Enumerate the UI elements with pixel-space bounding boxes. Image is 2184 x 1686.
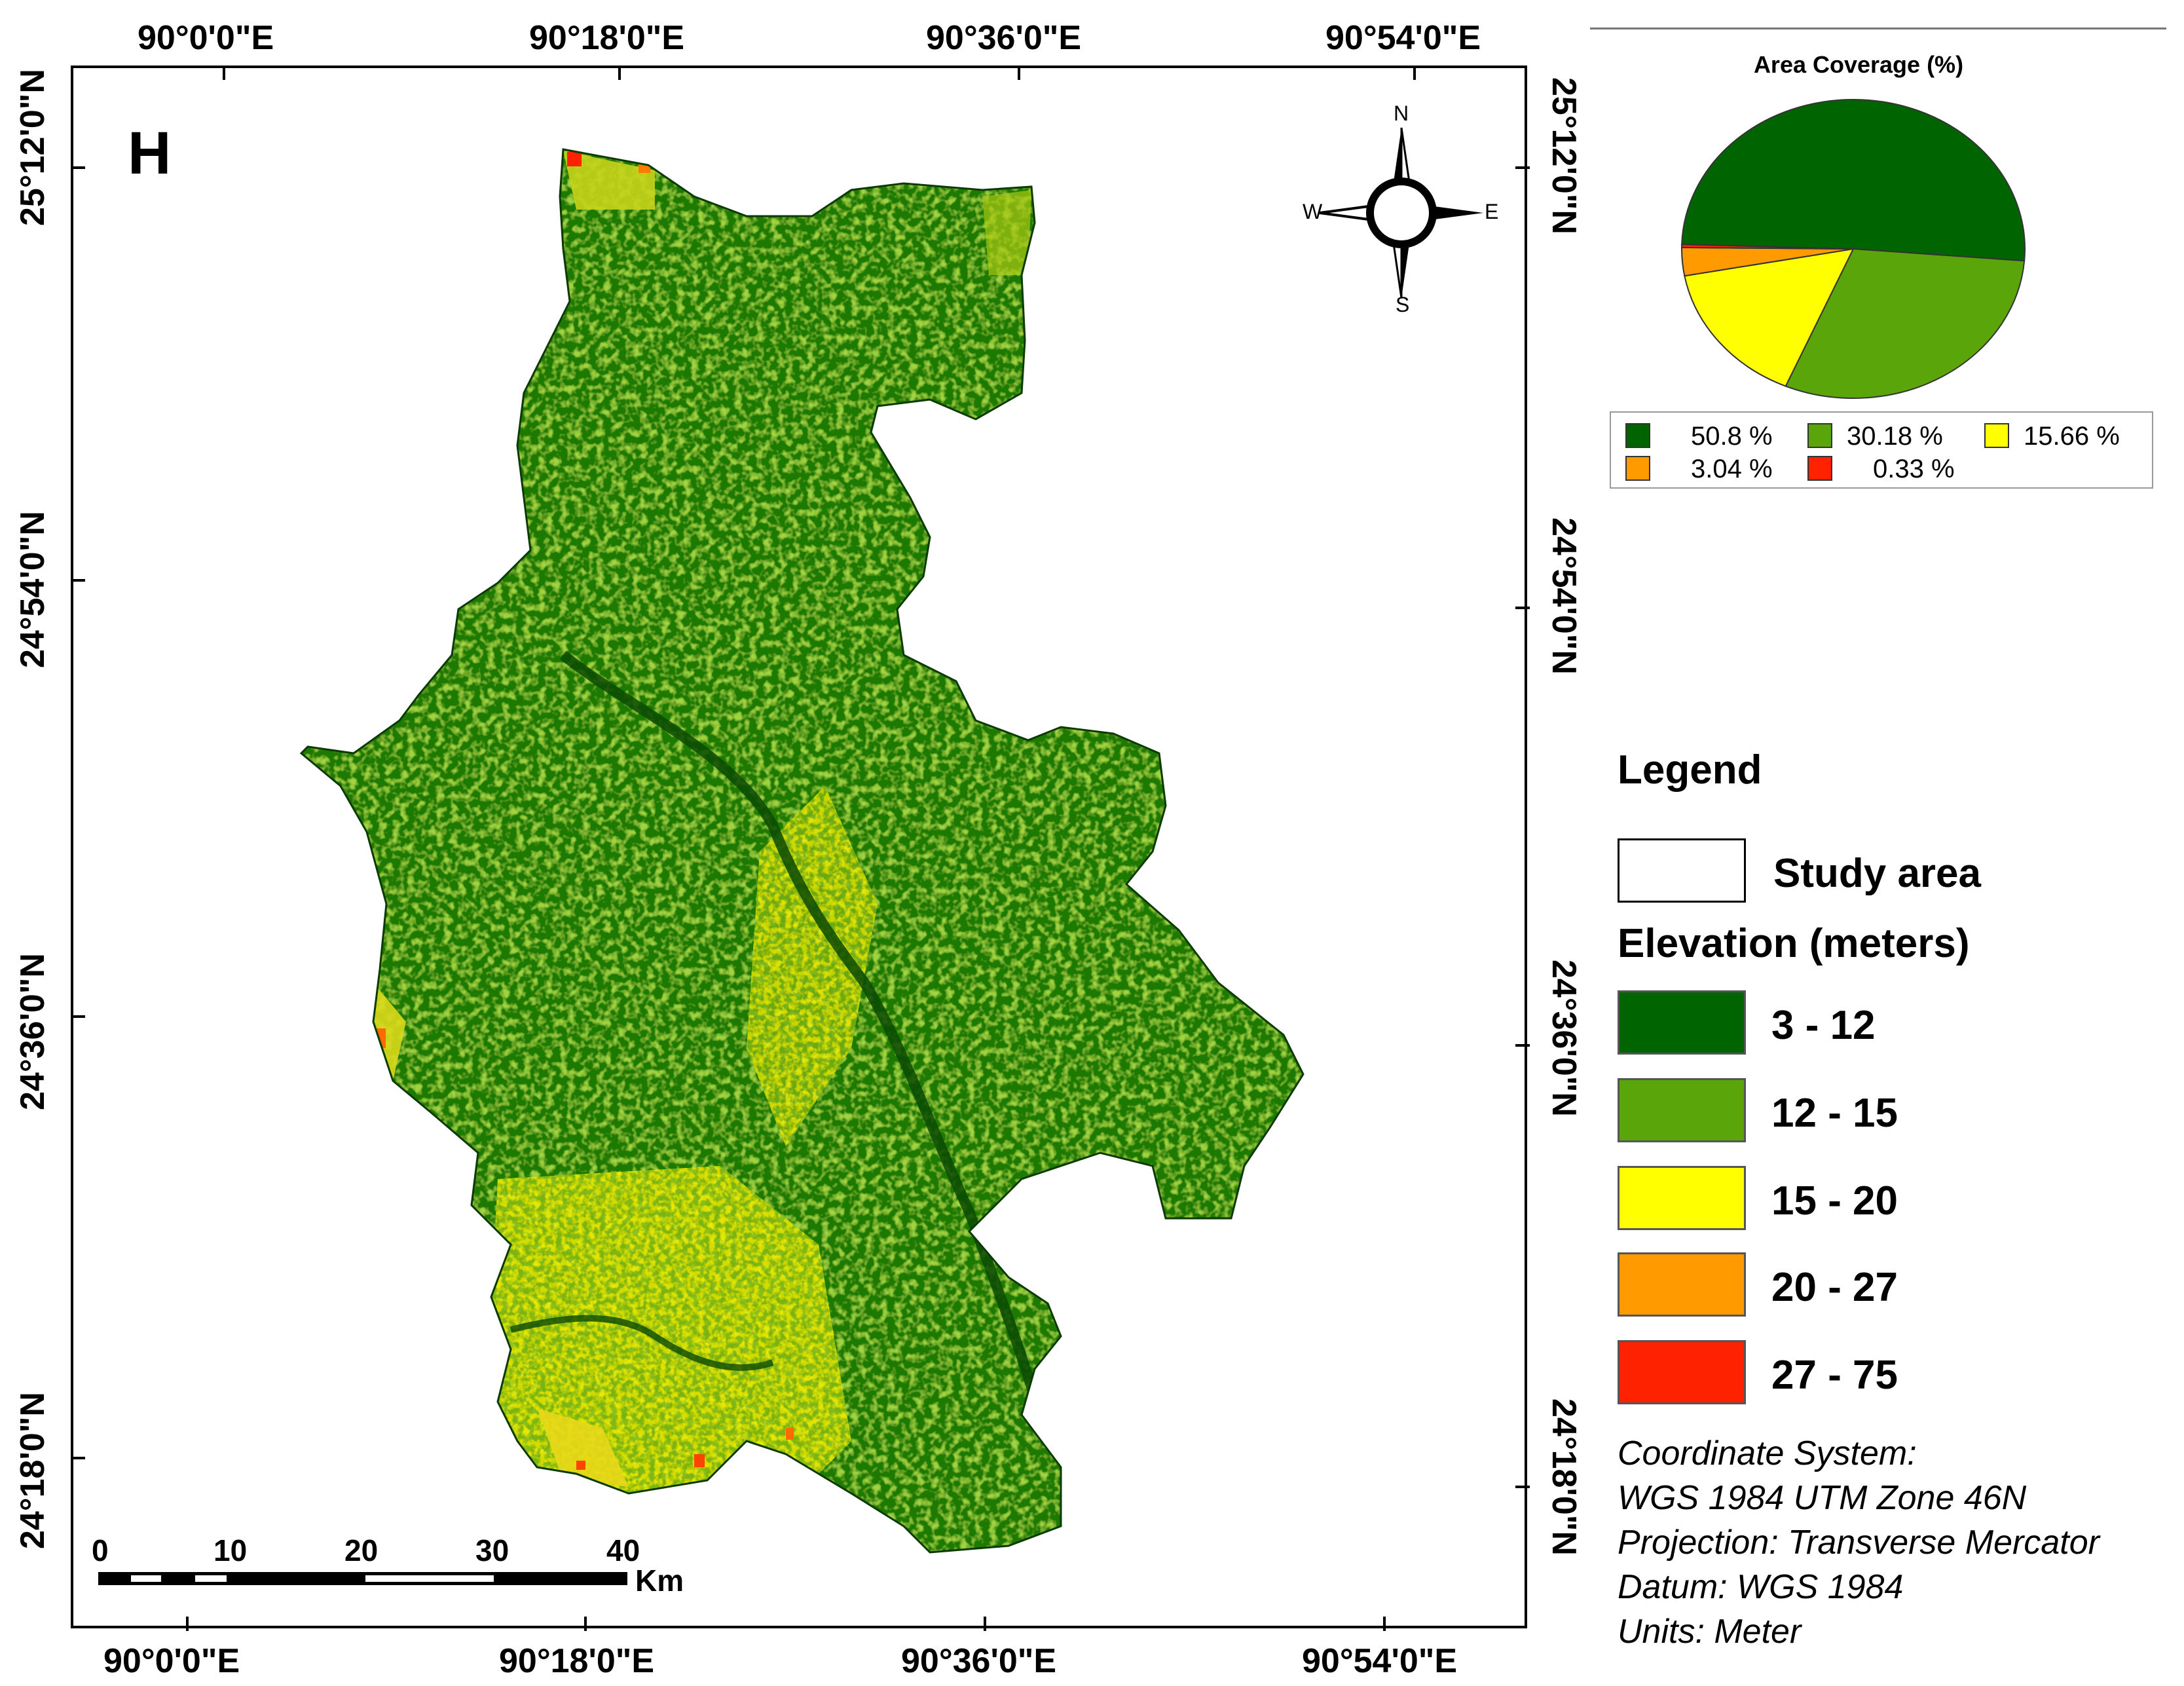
- pie-slice: [1785, 248, 2026, 399]
- elevation-class-label: 27 - 75: [1771, 1353, 1898, 1398]
- pie-legend-swatch: [1807, 423, 1832, 448]
- tick: [1515, 1044, 1530, 1047]
- elevation-class-label: 20 - 27: [1771, 1265, 1898, 1310]
- elevation-class-label: 15 - 20: [1771, 1178, 1898, 1224]
- scale-tick-20: 20: [344, 1533, 379, 1567]
- north-arrow-icon: N S W E: [1300, 102, 1503, 318]
- pie-legend-swatch: [1984, 423, 2009, 448]
- pie-slice: [1684, 248, 1855, 387]
- tick: [186, 1617, 189, 1631]
- elevation-title: Elevation (meters): [1618, 921, 1970, 966]
- pie-slice: [1681, 98, 2026, 262]
- pie-chart-title: Area Coverage (%): [1753, 51, 1964, 78]
- pie-slice: [1681, 244, 1854, 250]
- scale-bar: 0 10 20 30 40 Km: [92, 1533, 726, 1598]
- tick: [1413, 66, 1416, 80]
- elevation-class-label: 12 - 15: [1771, 1091, 1898, 1136]
- tick: [618, 66, 621, 80]
- bottom-lon-label-3: 90°36'0"E: [901, 1642, 1057, 1680]
- bottom-lon-label-2: 90°18'0"E: [499, 1642, 655, 1680]
- scale-tick-0: 0: [92, 1533, 109, 1567]
- coord-line: Projection: Transverse Mercator: [1618, 1524, 2100, 1562]
- pie-chart: [1681, 98, 2026, 399]
- pie-legend-label: 0.33 %: [1873, 455, 1955, 483]
- elevation-swatch: [1618, 1078, 1746, 1142]
- coord-line: Coordinate System:: [1618, 1434, 1917, 1472]
- pie-legend-swatch: [1807, 456, 1832, 481]
- tick: [71, 579, 85, 582]
- coord-line: Datum: WGS 1984: [1618, 1568, 1904, 1606]
- coordinate-system-info: Coordinate System: WGS 1984 UTM Zone 46N…: [1618, 1431, 2100, 1654]
- pie-legend-swatch: [1625, 456, 1650, 481]
- study-area-swatch: [1618, 838, 1746, 903]
- tick: [71, 1015, 85, 1018]
- elevation-swatch: [1618, 1166, 1746, 1230]
- tick: [1018, 66, 1020, 80]
- scale-tick-30: 30: [475, 1533, 509, 1567]
- top-lon-label-4: 90°54'0"E: [1325, 19, 1481, 57]
- coord-line: Units: Meter: [1618, 1613, 1802, 1651]
- elevation-swatch: [1618, 1340, 1746, 1404]
- top-lon-label-2: 90°18'0"E: [529, 19, 685, 57]
- pie-legend-swatch: [1625, 423, 1650, 448]
- elevation-swatch: [1618, 1252, 1746, 1317]
- tick: [1515, 1486, 1530, 1488]
- east-label: E: [1485, 200, 1499, 223]
- tick: [71, 1457, 85, 1459]
- top-lon-label-3: 90°36'0"E: [926, 19, 1082, 57]
- elevation-class-label: 3 - 12: [1771, 1003, 1876, 1048]
- pie-legend-label: 30.18 %: [1847, 422, 1943, 451]
- tick: [223, 66, 225, 80]
- scale-tick-40: 40: [606, 1533, 640, 1567]
- bottom-lon-label-4: 90°54'0"E: [1302, 1642, 1458, 1680]
- tick: [71, 166, 85, 169]
- study-area-label: Study area: [1773, 851, 1982, 896]
- panel-label: H: [128, 120, 172, 187]
- tick: [1515, 607, 1530, 609]
- top-lon-label-1: 90°0'0"E: [138, 19, 274, 57]
- tick: [984, 1617, 986, 1631]
- west-label: W: [1303, 200, 1323, 223]
- north-label: N: [1394, 102, 1409, 125]
- pie-legend-label: 15.66 %: [2024, 422, 2120, 451]
- tick: [584, 1617, 587, 1631]
- scale-unit: Km: [635, 1564, 684, 1598]
- pie-legend-label: 3.04 %: [1691, 455, 1773, 483]
- scale-tick-10: 10: [213, 1533, 248, 1567]
- coord-line: WGS 1984 UTM Zone 46N: [1618, 1479, 2027, 1517]
- tick: [1383, 1617, 1386, 1631]
- legend-title: Legend: [1618, 747, 1762, 793]
- pie-top-rule: [1590, 28, 2166, 29]
- bottom-lon-label-1: 90°0'0"E: [103, 1642, 240, 1680]
- south-label: S: [1396, 293, 1410, 316]
- pie-legend-label: 50.8 %: [1691, 422, 1773, 451]
- pie-legend: 50.8 % 30.18 % 15.66 % 3.04 % 0.33 %: [1610, 411, 2153, 489]
- elevation-swatch: [1618, 990, 1746, 1055]
- tick: [1515, 166, 1530, 169]
